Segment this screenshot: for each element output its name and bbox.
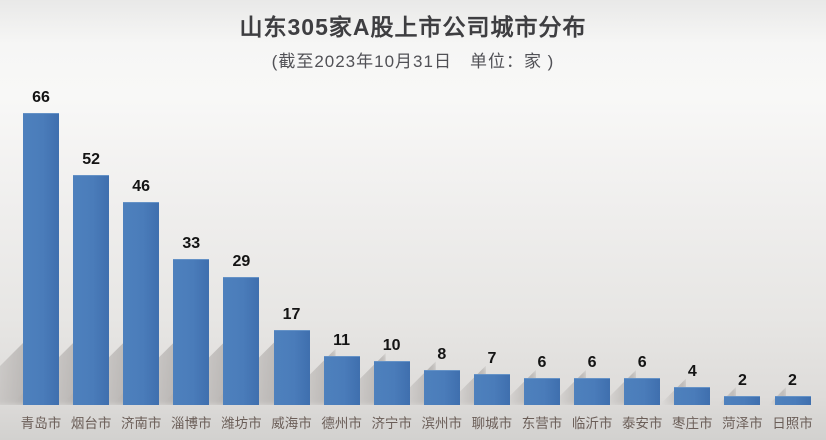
category-label: 日照市: [772, 416, 813, 431]
bar-value-label: 66: [32, 89, 50, 107]
bar-value-label: 4: [687, 363, 697, 381]
category-label: 济南市: [120, 416, 162, 431]
bar-枣庄市: [674, 387, 711, 405]
bar-青岛市: [23, 113, 59, 405]
bar-滨州市: [423, 369, 460, 405]
bar-淄博市: [173, 259, 210, 405]
bar-value-label: 6: [637, 354, 647, 372]
chart-title: 山东305家A股上市公司城市分布: [239, 14, 587, 40]
category-label: 聊城市: [471, 416, 513, 431]
bar-value-label: 6: [587, 354, 597, 372]
chart-subtitle: (截至2023年10月31日 单位：家 ): [271, 52, 555, 71]
bar-德州市: [323, 356, 360, 405]
bar-value-label: 7: [487, 350, 497, 368]
bar-value-label: 2: [737, 372, 747, 390]
bar-value-label: 11: [333, 332, 351, 350]
category-label: 淄博市: [171, 416, 212, 431]
category-label: 东营市: [521, 416, 563, 431]
category-label: 德州市: [321, 416, 362, 431]
category-label: 枣庄市: [672, 416, 713, 431]
bar-value-label: 29: [232, 252, 251, 270]
category-label: 威海市: [271, 416, 312, 431]
category-label: 烟台市: [70, 416, 112, 431]
category-label: 菏泽市: [722, 416, 763, 431]
bar-value-label: 52: [82, 151, 100, 169]
bar-临沂市: [574, 378, 611, 405]
bar-value-label: 10: [382, 336, 401, 354]
bar-value-label: 17: [282, 305, 301, 323]
bar-value-label: 6: [537, 354, 547, 372]
bar-济宁市: [373, 360, 410, 405]
bar-日照市: [774, 396, 811, 405]
bar-威海市: [273, 329, 310, 405]
category-label: 济宁市: [371, 416, 412, 431]
bar-value-label: 2: [788, 372, 797, 390]
bar-value-label: 46: [132, 177, 151, 195]
category-label: 临沂市: [571, 416, 613, 431]
bar-济南市: [123, 201, 160, 405]
bar-潍坊市: [223, 276, 260, 405]
bar-菏泽市: [724, 396, 761, 405]
category-label: 青岛市: [20, 416, 62, 431]
bar-东营市: [524, 378, 560, 405]
category-label: 滨州市: [421, 416, 463, 431]
bar-value-label: 8: [437, 345, 447, 363]
bar-泰安市: [624, 378, 661, 405]
bar-value-label: 33: [182, 235, 201, 253]
category-label: 潍坊市: [221, 416, 262, 431]
category-label: 泰安市: [621, 416, 663, 431]
bar-聊城市: [473, 374, 510, 405]
bar-烟台市: [73, 175, 110, 405]
